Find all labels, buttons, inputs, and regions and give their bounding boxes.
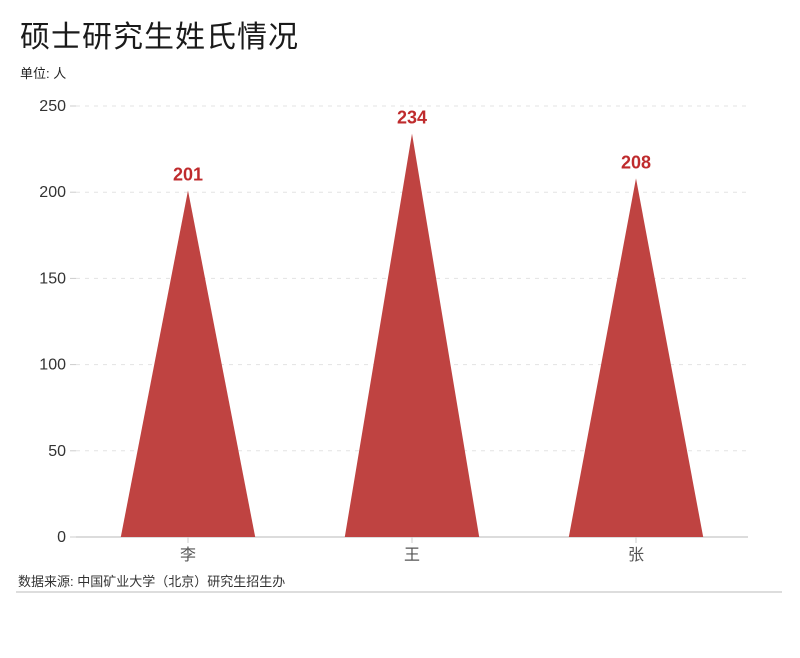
y-tick-label: 0	[57, 529, 66, 546]
value-label-李: 201	[173, 164, 203, 184]
y-tick-label: 50	[48, 443, 66, 460]
y-tick-label: 150	[39, 270, 66, 287]
unit-label: 单位: 人	[20, 66, 67, 81]
y-tick-label: 200	[39, 184, 66, 201]
footer-divider	[16, 591, 782, 593]
triangle-bar-王	[344, 133, 480, 538]
data-source-note: 数据来源: 中国矿业大学（北京）研究生招生办	[18, 574, 286, 589]
value-label-王: 234	[397, 108, 427, 128]
x-tick-label-王: 王	[404, 547, 420, 564]
x-tick-label-李: 李	[180, 546, 196, 564]
y-tick-label: 100	[39, 357, 66, 374]
x-tick-label-张: 张	[628, 546, 644, 564]
value-label-张: 208	[621, 152, 651, 172]
chart-title: 硕士研究生姓氏情况	[20, 21, 299, 54]
y-tick-label: 250	[39, 98, 66, 115]
triangle-bar-张	[568, 178, 704, 537]
triangle-bar-李	[120, 190, 256, 537]
